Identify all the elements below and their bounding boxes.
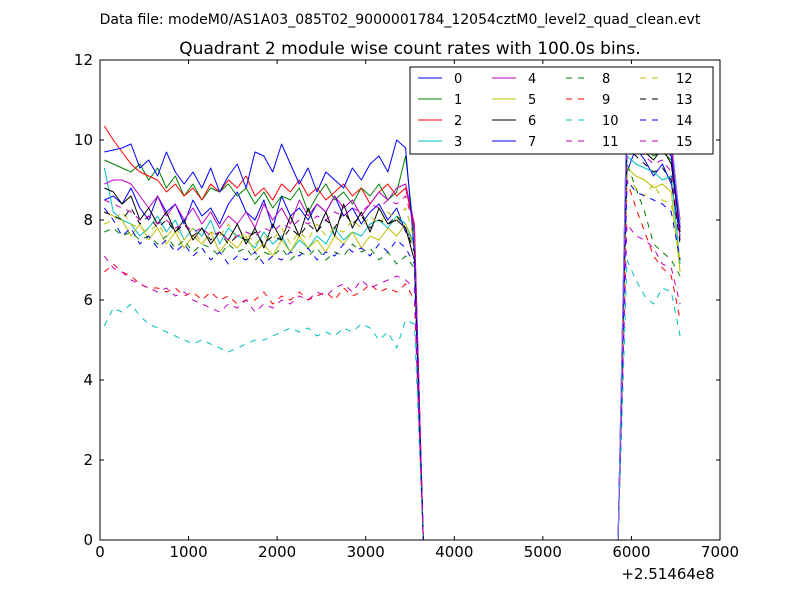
y-tick-label: 4	[83, 371, 93, 389]
legend-label-5: 5	[528, 93, 536, 108]
legend-label-3: 3	[454, 135, 462, 150]
x-offset-label: +2.51464e8	[621, 565, 714, 583]
series-line-13	[104, 147, 681, 541]
legend-label-0: 0	[454, 72, 462, 87]
legend-label-13: 13	[676, 93, 693, 108]
y-tick-label: 6	[83, 291, 93, 309]
series-line-7	[104, 99, 681, 541]
legend-label-4: 4	[528, 72, 536, 87]
series-line-11	[103, 223, 681, 541]
legend-label-6: 6	[528, 114, 536, 129]
legend-label-15: 15	[676, 135, 693, 150]
x-tick-label: 1000	[169, 543, 207, 561]
legend-label-11: 11	[602, 135, 619, 150]
legend-label-12: 12	[676, 72, 693, 87]
x-tick-label: 0	[95, 543, 105, 561]
x-tick-label: 2000	[258, 543, 296, 561]
y-tick-label: 2	[83, 451, 93, 469]
chart-title: Quadrant 2 module wise count rates with …	[179, 39, 640, 59]
legend-label-14: 14	[676, 114, 693, 129]
series-line-1	[104, 131, 681, 541]
series-line-10	[103, 259, 681, 541]
x-tick-label: 4000	[435, 543, 473, 561]
y-tick-label: 10	[74, 131, 93, 149]
legend-box	[409, 66, 714, 155]
x-tick-label: 6000	[612, 543, 650, 561]
legend-label-8: 8	[602, 72, 610, 87]
series-line-2	[103, 111, 681, 541]
y-tick-label: 0	[83, 531, 93, 549]
series-line-5	[104, 167, 681, 541]
legend-label-10: 10	[602, 114, 619, 129]
y-tick-label: 12	[74, 51, 93, 69]
x-tick-label: 7000	[701, 543, 739, 561]
series-line-0	[104, 147, 681, 541]
y-tick-label: 8	[83, 211, 93, 229]
series-line-14	[103, 179, 681, 541]
plot-frame	[99, 59, 721, 541]
series-line-6	[104, 131, 681, 541]
x-tick-label: 3000	[347, 543, 385, 561]
legend-label-9: 9	[602, 93, 610, 108]
legend-label-2: 2	[454, 114, 462, 129]
legend-label-1: 1	[454, 93, 462, 108]
figure-suptitle: Data file: modeM0/AS1A03_085T02_90000017…	[100, 12, 701, 28]
legend-label-7: 7	[528, 135, 536, 150]
x-tick-label: 5000	[524, 543, 562, 561]
